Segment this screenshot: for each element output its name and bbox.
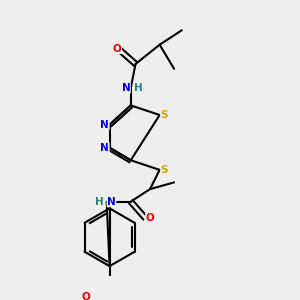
Text: N: N (100, 143, 109, 153)
Text: O: O (146, 213, 154, 223)
Text: S: S (161, 110, 168, 120)
Text: N: N (122, 83, 130, 93)
Text: H: H (134, 83, 143, 93)
Text: O: O (81, 292, 90, 300)
Text: N: N (100, 120, 109, 130)
Text: N: N (107, 196, 116, 207)
Text: S: S (161, 165, 168, 175)
Text: O: O (113, 44, 122, 54)
Text: H: H (94, 196, 103, 207)
